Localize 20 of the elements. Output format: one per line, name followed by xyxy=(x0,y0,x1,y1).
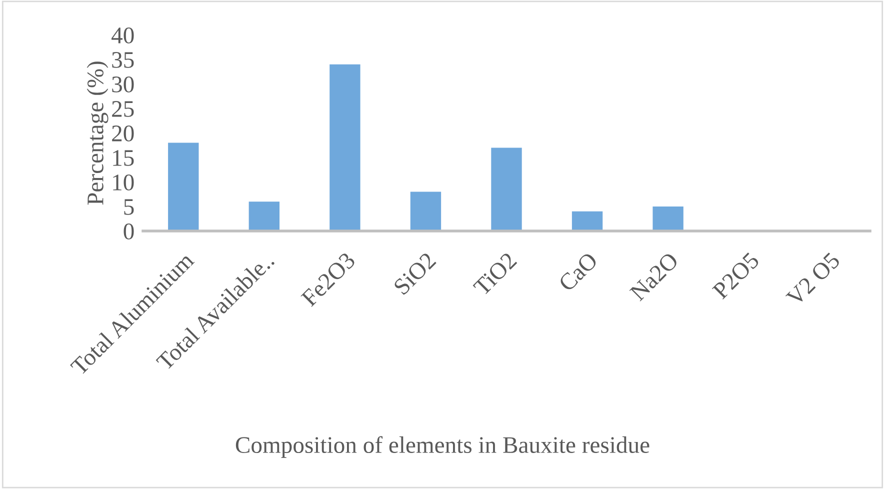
x-tick-label: CaO xyxy=(558,252,598,292)
y-tick-label: 20 xyxy=(112,125,134,142)
y-tick-label: 35 xyxy=(112,52,134,68)
x-tick-label: V2 O5 xyxy=(785,252,841,308)
y-tick-label: 30 xyxy=(112,76,134,92)
bar xyxy=(652,206,684,231)
y-tick-label: 15 xyxy=(113,150,134,166)
y-tick-label: 0 xyxy=(124,223,134,240)
y-tick-label: 40 xyxy=(112,27,134,44)
y-tick-label: 10 xyxy=(113,174,134,190)
x-axis-title: Composition of elements in Bauxite residue xyxy=(236,436,650,458)
bar xyxy=(330,64,360,231)
y-tick-label: 5 xyxy=(124,199,134,215)
bar xyxy=(410,192,442,231)
y-tick-label: 25 xyxy=(112,101,134,117)
bar xyxy=(572,211,603,231)
bar xyxy=(248,202,280,231)
bar xyxy=(168,142,199,231)
bar xyxy=(491,148,522,231)
y-axis-title: Percentage (%) xyxy=(86,62,108,205)
